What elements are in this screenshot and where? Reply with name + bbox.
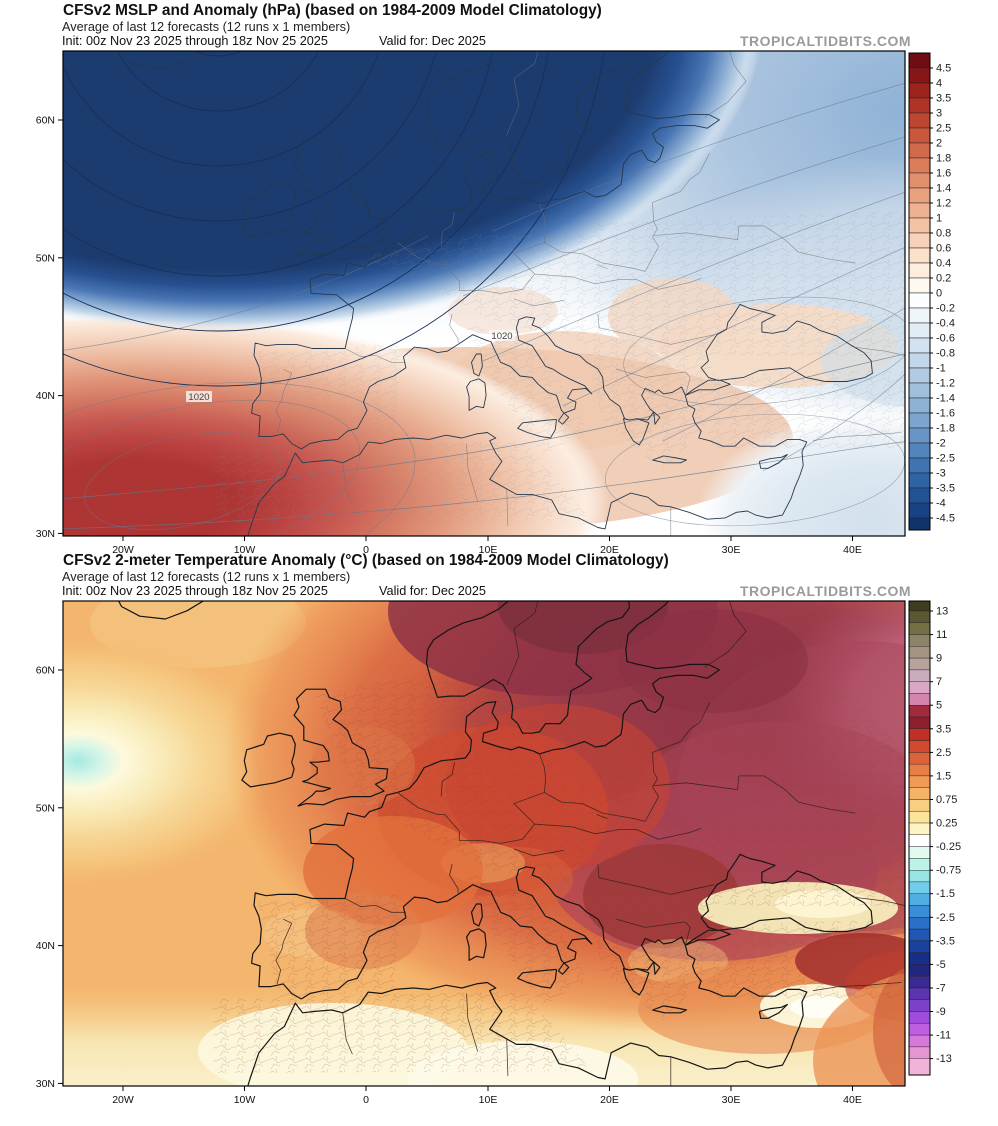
- svg-text:7: 7: [936, 676, 942, 688]
- svg-text:3.5: 3.5: [936, 723, 951, 735]
- svg-text:10E: 10E: [479, 1094, 498, 1106]
- svg-text:-0.8: -0.8: [936, 348, 955, 360]
- svg-text:40N: 40N: [36, 390, 55, 402]
- svg-text:2.5: 2.5: [936, 123, 951, 135]
- svg-text:1020: 1020: [491, 331, 512, 342]
- svg-text:0: 0: [936, 288, 942, 300]
- svg-text:1.5: 1.5: [936, 770, 951, 782]
- svg-text:30E: 30E: [722, 1094, 741, 1106]
- svg-text:20E: 20E: [600, 544, 619, 556]
- svg-text:-1.5: -1.5: [936, 888, 955, 900]
- svg-text:-2.5: -2.5: [936, 912, 955, 924]
- svg-text:-4: -4: [936, 498, 946, 510]
- svg-text:20E: 20E: [600, 1094, 619, 1106]
- svg-text:20W: 20W: [112, 544, 134, 556]
- svg-text:0: 0: [363, 1094, 369, 1106]
- svg-text:0.8: 0.8: [936, 228, 951, 240]
- svg-text:10W: 10W: [234, 1094, 256, 1106]
- svg-text:-5: -5: [936, 959, 946, 971]
- svg-text:-0.6: -0.6: [936, 333, 955, 345]
- svg-text:0.2: 0.2: [936, 273, 951, 285]
- svg-text:0: 0: [363, 544, 369, 556]
- svg-text:2: 2: [936, 138, 942, 150]
- svg-text:-2: -2: [936, 438, 946, 450]
- svg-text:1.4: 1.4: [936, 183, 951, 195]
- svg-text:-1.8: -1.8: [936, 423, 955, 435]
- svg-text:1.8: 1.8: [936, 153, 951, 165]
- svg-text:0.25: 0.25: [936, 818, 957, 830]
- svg-text:0.4: 0.4: [936, 258, 951, 270]
- svg-text:-3.5: -3.5: [936, 483, 955, 495]
- svg-text:-9: -9: [936, 1006, 946, 1018]
- svg-text:-1: -1: [936, 363, 946, 375]
- svg-text:-0.2: -0.2: [936, 303, 955, 315]
- svg-text:40E: 40E: [843, 1094, 862, 1106]
- svg-text:-11: -11: [936, 1030, 951, 1042]
- svg-text:13: 13: [936, 606, 948, 618]
- svg-text:-3: -3: [936, 468, 946, 480]
- svg-text:10W: 10W: [234, 544, 256, 556]
- svg-text:30E: 30E: [722, 544, 741, 556]
- svg-text:1: 1: [936, 213, 942, 225]
- svg-text:3: 3: [936, 108, 942, 120]
- svg-text:9: 9: [936, 653, 942, 665]
- svg-text:-1.2: -1.2: [936, 378, 955, 390]
- svg-text:-0.4: -0.4: [936, 318, 955, 330]
- svg-text:-3.5: -3.5: [936, 935, 955, 947]
- svg-text:1.6: 1.6: [936, 168, 951, 180]
- svg-text:30N: 30N: [36, 1078, 55, 1090]
- svg-text:3.5: 3.5: [936, 93, 951, 105]
- svg-text:50N: 50N: [36, 252, 55, 264]
- svg-text:-4.5: -4.5: [936, 513, 955, 525]
- svg-text:1.2: 1.2: [936, 198, 951, 210]
- svg-text:60N: 60N: [36, 665, 55, 677]
- svg-text:40E: 40E: [843, 544, 862, 556]
- svg-text:50N: 50N: [36, 802, 55, 814]
- svg-text:-1.6: -1.6: [936, 408, 955, 420]
- svg-text:4: 4: [936, 78, 942, 90]
- svg-text:-0.25: -0.25: [936, 841, 961, 853]
- svg-text:-2.5: -2.5: [936, 453, 955, 465]
- svg-text:-13: -13: [936, 1053, 952, 1065]
- svg-text:-1.4: -1.4: [936, 393, 955, 405]
- svg-text:-0.75: -0.75: [936, 865, 961, 877]
- svg-text:20W: 20W: [112, 1094, 134, 1106]
- svg-text:2.5: 2.5: [936, 747, 951, 759]
- svg-text:0.75: 0.75: [936, 794, 957, 806]
- svg-text:60N: 60N: [36, 115, 55, 127]
- svg-text:10E: 10E: [479, 544, 498, 556]
- svg-text:0.6: 0.6: [936, 243, 951, 255]
- svg-text:40N: 40N: [36, 940, 55, 952]
- svg-text:-7: -7: [936, 983, 946, 995]
- svg-text:30N: 30N: [36, 528, 55, 540]
- svg-text:1020: 1020: [188, 392, 209, 403]
- svg-text:4.5: 4.5: [936, 63, 951, 75]
- svg-text:5: 5: [936, 700, 942, 712]
- svg-text:11: 11: [936, 629, 947, 641]
